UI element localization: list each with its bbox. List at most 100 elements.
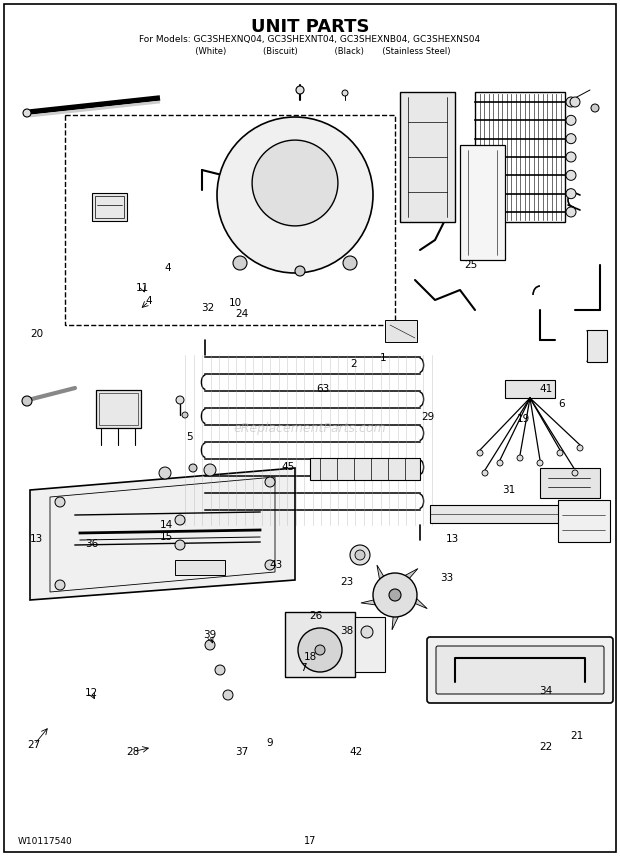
Polygon shape [395,595,427,609]
FancyBboxPatch shape [436,646,604,694]
Circle shape [557,450,563,456]
Circle shape [591,104,599,112]
Circle shape [373,573,417,617]
Circle shape [265,477,275,487]
Circle shape [497,460,503,466]
Circle shape [566,152,576,162]
Circle shape [570,97,580,107]
Text: 22: 22 [539,742,552,752]
Circle shape [176,396,184,404]
Circle shape [22,396,32,406]
Circle shape [566,188,576,199]
Text: 14: 14 [159,520,173,530]
Text: 5: 5 [186,431,192,442]
Text: 45: 45 [281,461,295,472]
Text: 34: 34 [539,686,552,696]
Bar [460,145,505,260]
Text: 7: 7 [301,663,307,673]
Circle shape [566,134,576,144]
Polygon shape [395,568,418,595]
Polygon shape [30,468,295,600]
Circle shape [296,86,304,94]
Circle shape [252,140,338,226]
Text: 32: 32 [201,303,215,313]
Text: 42: 42 [350,746,363,757]
Circle shape [55,580,65,590]
Text: 39: 39 [203,630,216,640]
Text: 28: 28 [126,746,140,757]
Circle shape [566,116,576,125]
Circle shape [566,207,576,217]
Text: 17: 17 [304,836,316,846]
Circle shape [205,640,215,650]
Circle shape [295,266,305,276]
Circle shape [182,412,188,418]
Bar [310,458,420,480]
Circle shape [566,97,576,107]
Bar [587,330,607,362]
Circle shape [517,455,523,461]
FancyBboxPatch shape [427,637,613,703]
Text: 43: 43 [269,560,283,570]
Bar [285,612,355,677]
Text: 25: 25 [464,260,478,270]
Text: (White)              (Biscuit)              (Black)       (Stainless Steel): (White) (Biscuit) (Black) (Stainless Ste… [169,47,451,56]
Text: 12: 12 [85,688,99,698]
Text: UNIT PARTS: UNIT PARTS [250,18,370,36]
Text: 13: 13 [29,534,43,544]
Circle shape [577,445,583,451]
Bar [95,196,124,218]
Circle shape [537,460,543,466]
Text: 20: 20 [30,329,44,339]
Text: 33: 33 [440,573,453,583]
Circle shape [298,628,342,672]
Circle shape [355,550,365,560]
Circle shape [159,467,171,479]
Text: 10: 10 [229,298,242,308]
Text: 24: 24 [235,309,249,319]
Circle shape [233,256,247,270]
Circle shape [217,117,373,273]
Text: 31: 31 [502,484,515,495]
Text: 9: 9 [267,738,273,748]
Text: 19: 19 [517,414,531,425]
Bar [400,92,455,222]
Circle shape [343,256,357,270]
Text: 15: 15 [159,532,173,542]
Text: 6: 6 [558,399,564,409]
Text: 41: 41 [539,384,552,395]
Polygon shape [392,595,401,630]
Circle shape [215,665,225,675]
Bar [96,390,141,428]
Circle shape [265,560,275,570]
Circle shape [482,470,488,476]
Text: 1: 1 [380,353,386,363]
Text: eReplacementParts.com: eReplacementParts.com [234,421,386,435]
Text: For Models: GC3SHEXNQ04, GC3SHEXNT04, GC3SHEXNB04, GC3SHEXNS04: For Models: GC3SHEXNQ04, GC3SHEXNT04, GC… [140,35,480,44]
Circle shape [175,540,185,550]
Circle shape [389,589,401,601]
Text: 13: 13 [446,534,459,544]
Text: 11: 11 [136,282,149,293]
Bar [355,617,385,672]
Text: 21: 21 [570,731,583,741]
Circle shape [477,450,483,456]
Text: 36: 36 [85,538,99,549]
Text: W10117540: W10117540 [18,837,73,846]
Bar [558,500,610,542]
Circle shape [204,464,216,476]
Text: 23: 23 [340,577,354,587]
Bar [430,505,605,523]
Bar [385,320,417,342]
Circle shape [361,626,373,638]
Bar [92,193,127,221]
Text: 18: 18 [303,652,317,663]
Text: 2: 2 [350,359,356,369]
Text: 38: 38 [340,626,354,636]
Text: 63: 63 [316,384,329,395]
Text: 4: 4 [164,263,171,273]
Circle shape [566,170,576,181]
Text: 37: 37 [235,746,249,757]
Bar [505,380,555,398]
Bar [65,115,395,325]
